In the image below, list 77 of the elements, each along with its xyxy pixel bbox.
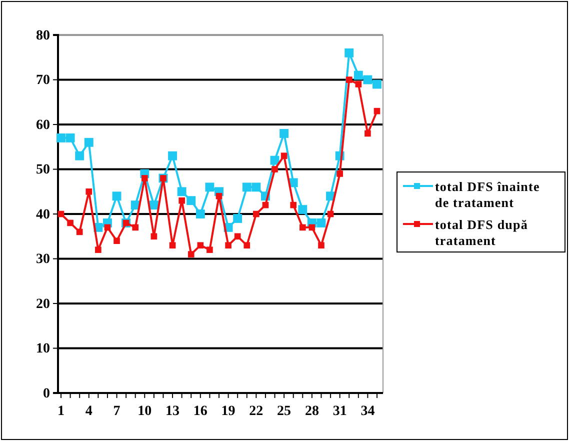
point (84, 138, 94, 147)
point (363, 75, 372, 84)
y-tick-label: 50 (36, 162, 50, 178)
point (299, 224, 306, 231)
point (372, 80, 382, 89)
x-tick-label: 16 (193, 404, 208, 419)
legend-label: total DFS înainte de tratament (435, 179, 540, 210)
point (177, 187, 186, 196)
point (242, 182, 252, 192)
point (355, 81, 362, 88)
x-tick-label: 28 (304, 404, 319, 419)
x-tick-label: 25 (277, 404, 292, 419)
point (316, 218, 326, 228)
point (354, 70, 363, 80)
point (186, 196, 196, 206)
point (76, 228, 83, 236)
point (253, 210, 260, 218)
point (252, 182, 261, 192)
point (298, 205, 308, 214)
y-tick-label: 10 (36, 342, 50, 357)
legend-label: total DFS după tratament (435, 217, 528, 248)
point (318, 242, 324, 248)
point (58, 210, 64, 218)
point (346, 76, 352, 83)
point (196, 210, 205, 218)
point (244, 242, 250, 248)
point (272, 166, 278, 172)
point (178, 197, 185, 204)
point (114, 238, 120, 244)
y-tick-label: 40 (36, 207, 50, 222)
point (86, 188, 92, 195)
point (95, 246, 102, 253)
y-tick-label: 30 (36, 252, 50, 268)
x-tick-label: 4 (85, 404, 92, 419)
x-tick-label: 7 (113, 404, 120, 419)
x-tick-label: 13 (166, 404, 180, 419)
point (132, 224, 139, 231)
point (216, 192, 222, 200)
point (374, 108, 380, 114)
y-tick-label: 0 (43, 386, 50, 402)
y-tick-label: 80 (36, 28, 50, 44)
point (205, 182, 214, 192)
point (327, 210, 334, 218)
point (112, 192, 122, 201)
point (66, 133, 75, 142)
point (344, 48, 354, 58)
point (169, 242, 176, 248)
point (270, 156, 280, 165)
point (206, 246, 213, 253)
point (168, 151, 177, 160)
point (150, 233, 158, 240)
x-tick-label: 31 (332, 404, 347, 419)
y-tick-label: 60 (36, 118, 50, 133)
point (290, 202, 297, 208)
point (233, 214, 242, 223)
x-tick-label: 34 (360, 404, 375, 419)
point (234, 233, 241, 240)
x-tick-label: 1 (58, 404, 64, 419)
point (104, 224, 111, 231)
point (308, 224, 316, 231)
point (56, 133, 66, 142)
y-tick-label: 70 (36, 73, 50, 88)
point (280, 152, 288, 159)
point (141, 175, 148, 182)
point (364, 130, 371, 137)
point (67, 220, 74, 226)
point (75, 151, 84, 160)
x-tick-label: 10 (138, 404, 152, 419)
point (225, 242, 232, 248)
point (197, 242, 204, 248)
x-tick-label: 19 (221, 404, 236, 419)
point (262, 202, 269, 208)
point (336, 170, 343, 177)
point (280, 128, 289, 138)
x-tick-label: 22 (249, 404, 264, 419)
y-tick-label: 20 (36, 296, 50, 312)
point (188, 251, 194, 258)
